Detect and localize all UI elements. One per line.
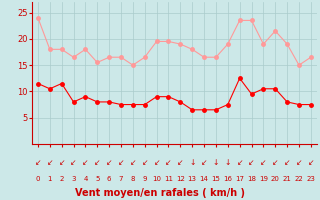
- Text: ↙: ↙: [260, 158, 267, 167]
- Text: 4: 4: [83, 176, 88, 182]
- Text: 23: 23: [307, 176, 315, 182]
- Text: 1: 1: [48, 176, 52, 182]
- Text: ↓: ↓: [189, 158, 196, 167]
- Text: 13: 13: [188, 176, 197, 182]
- Text: 7: 7: [119, 176, 123, 182]
- Text: ↓: ↓: [225, 158, 231, 167]
- Text: 20: 20: [271, 176, 280, 182]
- Text: ↙: ↙: [70, 158, 77, 167]
- Text: 16: 16: [223, 176, 232, 182]
- Text: ↙: ↙: [272, 158, 278, 167]
- Text: ↙: ↙: [236, 158, 243, 167]
- Text: 2: 2: [60, 176, 64, 182]
- Text: 3: 3: [71, 176, 76, 182]
- Text: 12: 12: [176, 176, 185, 182]
- Text: ↓: ↓: [213, 158, 219, 167]
- Text: 15: 15: [212, 176, 220, 182]
- Text: ↙: ↙: [47, 158, 53, 167]
- Text: ↙: ↙: [35, 158, 41, 167]
- Text: ↙: ↙: [296, 158, 302, 167]
- Text: 19: 19: [259, 176, 268, 182]
- Text: ↙: ↙: [165, 158, 172, 167]
- Text: ↙: ↙: [248, 158, 255, 167]
- Text: ↙: ↙: [153, 158, 160, 167]
- Text: 14: 14: [200, 176, 209, 182]
- Text: 6: 6: [107, 176, 111, 182]
- Text: ↙: ↙: [59, 158, 65, 167]
- Text: 0: 0: [36, 176, 40, 182]
- Text: 9: 9: [142, 176, 147, 182]
- Text: ↙: ↙: [177, 158, 184, 167]
- Text: ↙: ↙: [141, 158, 148, 167]
- Text: 22: 22: [295, 176, 303, 182]
- Text: 18: 18: [247, 176, 256, 182]
- Text: 10: 10: [152, 176, 161, 182]
- Text: Vent moyen/en rafales ( km/h ): Vent moyen/en rafales ( km/h ): [75, 188, 245, 198]
- Text: ↙: ↙: [106, 158, 112, 167]
- Text: ↙: ↙: [94, 158, 100, 167]
- Text: ↙: ↙: [201, 158, 207, 167]
- Text: 11: 11: [164, 176, 173, 182]
- Text: ↙: ↙: [284, 158, 290, 167]
- Text: ↙: ↙: [118, 158, 124, 167]
- Text: 21: 21: [283, 176, 292, 182]
- Text: ↙: ↙: [130, 158, 136, 167]
- Text: 5: 5: [95, 176, 100, 182]
- Text: ↙: ↙: [82, 158, 89, 167]
- Text: 8: 8: [131, 176, 135, 182]
- Text: 17: 17: [235, 176, 244, 182]
- Text: ↙: ↙: [308, 158, 314, 167]
